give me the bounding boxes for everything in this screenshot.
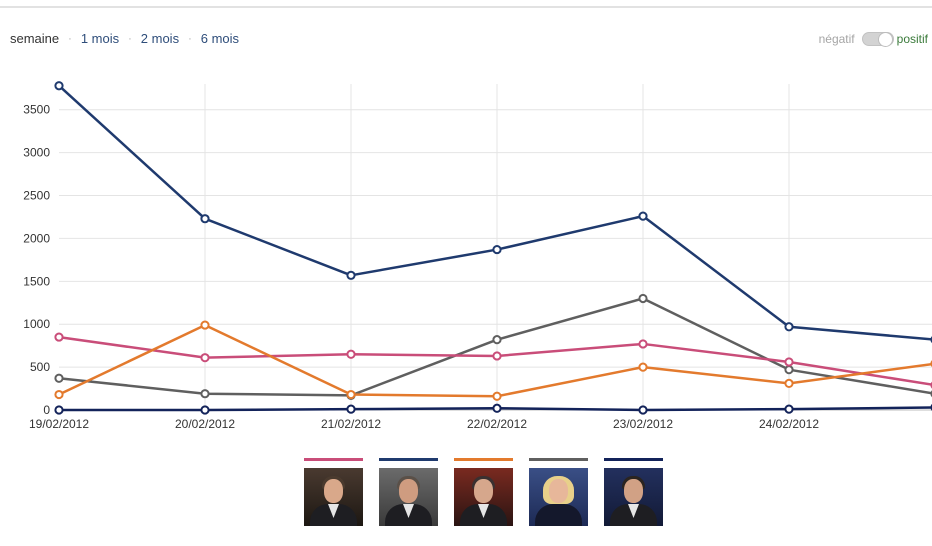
data-point-2: [784, 365, 794, 375]
data-point-3: [784, 357, 794, 367]
y-tick-label: 1500: [23, 274, 50, 288]
x-tick-label: 23/02/2012: [613, 417, 673, 431]
time-range-selector: semaine · 1 mois · 2 mois · 6 mois: [10, 31, 239, 46]
series-line-3: [58, 335, 932, 386]
data-point-4: [784, 378, 794, 389]
range-separator: ·: [68, 32, 72, 45]
data-point-3: [54, 332, 64, 342]
data-point-3: [492, 351, 502, 361]
data-point-3: [346, 349, 356, 359]
legend-item-1[interactable]: [304, 458, 363, 526]
data-point-4: [346, 389, 356, 400]
y-tick-label: 2500: [23, 189, 50, 203]
range-option-2-mois[interactable]: 2 mois: [140, 31, 180, 46]
candidate-portrait[interactable]: [604, 468, 663, 526]
sentiment-toggle-group: négatif positif: [818, 32, 928, 47]
series-line-1: [58, 84, 932, 341]
data-point-3: [638, 339, 648, 349]
data-point-1: [200, 214, 210, 224]
legend-color-bar: [304, 458, 363, 461]
data-point-2: [54, 373, 64, 383]
data-point-5: [54, 405, 64, 415]
data-point-3: [200, 353, 210, 363]
data-point-1: [346, 270, 356, 280]
data-point-4: [200, 320, 210, 330]
candidate-portrait[interactable]: [529, 468, 588, 526]
data-point-5: [200, 405, 210, 415]
candidate-legend: [304, 458, 663, 526]
data-point-5: [346, 404, 356, 414]
y-tick-label: 3500: [23, 103, 50, 117]
x-tick-label: 24/02/2012: [759, 417, 819, 431]
data-point-1: [638, 211, 648, 221]
legend-color-bar: [379, 458, 438, 461]
legend-color-bar: [604, 458, 663, 461]
range-option-1-mois[interactable]: 1 mois: [80, 31, 120, 46]
legend-item-3[interactable]: [454, 458, 513, 526]
data-point-1: [492, 244, 502, 255]
data-point-5: [492, 403, 502, 413]
negative-label[interactable]: négatif: [818, 32, 855, 46]
data-point-4: [638, 362, 648, 372]
data-point-5: [784, 404, 794, 414]
data-point-2: [492, 335, 502, 345]
candidate-portrait[interactable]: [379, 468, 438, 526]
legend-color-bar: [529, 458, 588, 461]
y-tick-label: 500: [30, 360, 50, 374]
y-tick-label: 1000: [23, 317, 50, 331]
legend-item-5[interactable]: [604, 458, 663, 526]
x-tick-label: 20/02/2012: [175, 417, 235, 431]
y-tick-label: 0: [43, 403, 50, 417]
top-divider: [0, 6, 932, 8]
range-option-6-mois[interactable]: 6 mois: [200, 31, 240, 46]
data-point-4: [54, 389, 64, 400]
candidate-portrait[interactable]: [454, 468, 513, 526]
x-tick-label: 19/02/2012: [29, 417, 89, 431]
sentiment-switch[interactable]: [861, 32, 894, 47]
y-tick-label: 2000: [23, 231, 50, 245]
x-tick-label: 21/02/2012: [321, 417, 381, 431]
data-point-4: [492, 391, 502, 401]
range-option-semaine[interactable]: semaine: [10, 31, 60, 46]
legend-item-2[interactable]: [379, 458, 438, 526]
data-point-2: [200, 389, 210, 399]
x-tick-label: 22/02/2012: [467, 417, 527, 431]
switch-knob[interactable]: [877, 32, 893, 47]
data-point-1: [54, 81, 64, 91]
data-point-1: [784, 322, 794, 332]
y-tick-label: 3000: [23, 146, 50, 160]
range-separator: ·: [188, 32, 192, 45]
data-point-5: [638, 405, 648, 415]
range-separator: ·: [128, 32, 132, 45]
data-point-2: [638, 293, 648, 304]
legend-item-4[interactable]: [529, 458, 588, 526]
line-chart: 0 500 1000 1500 2000 2500 3000 3500 19/02/2012 20…: [23, 81, 932, 431]
positive-label[interactable]: positif: [896, 32, 928, 46]
legend-color-bar: [454, 458, 513, 461]
candidate-portrait[interactable]: [304, 468, 363, 526]
